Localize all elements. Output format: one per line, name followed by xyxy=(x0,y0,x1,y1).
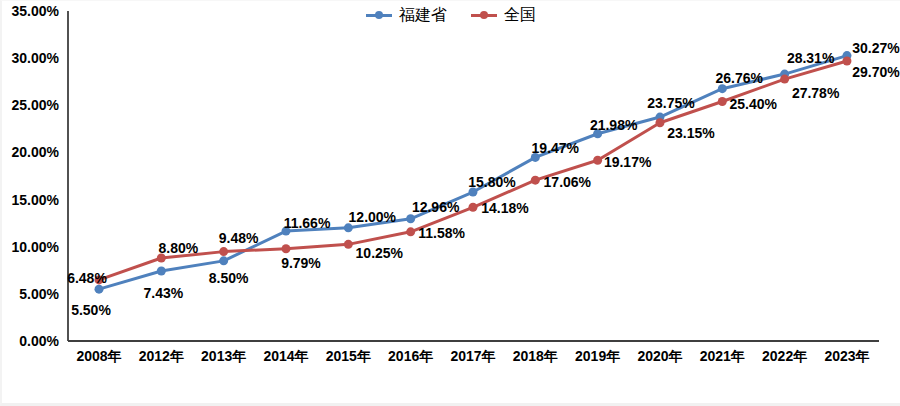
national-data-point xyxy=(406,227,415,236)
x-axis-tick-label: 2017年 xyxy=(450,348,495,364)
y-axis-tick-label: 15.00% xyxy=(12,192,60,208)
fujian-data-point xyxy=(219,256,228,265)
national-data-label: 10.25% xyxy=(356,245,404,261)
x-axis-tick-label: 2012年 xyxy=(139,348,184,364)
national-data-label: 8.80% xyxy=(158,240,198,256)
fujian-data-label: 8.50% xyxy=(209,270,249,286)
national-series-marker-icon xyxy=(480,11,488,19)
fujian-data-label: 30.27% xyxy=(852,40,900,56)
fujian-data-label: 15.80% xyxy=(468,174,516,190)
national-data-label: 23.15% xyxy=(667,125,715,141)
national-series-label: 全国 xyxy=(504,7,536,23)
national-data-label: 9.48% xyxy=(219,230,259,246)
line-chart-figure: 0.00% 5.00% 10.00% 15.00% 20.00% 25.00% 30.00%… xyxy=(0,0,900,406)
national-data-point xyxy=(655,118,664,127)
national-data-label: 27.78% xyxy=(792,85,840,101)
national-data-point xyxy=(593,156,602,165)
fujian-data-label: 23.75% xyxy=(647,95,695,111)
x-axis-tick-label: 2014年 xyxy=(263,348,308,364)
national-data-label: 14.18% xyxy=(481,200,529,216)
y-axis-tick-label: 25.00% xyxy=(12,97,60,113)
national-data-point xyxy=(531,176,540,185)
y-axis-tick-label: 0.00% xyxy=(19,333,59,349)
x-axis-tick-label: 2022年 xyxy=(762,348,807,364)
fujian-data-label: 12.00% xyxy=(349,209,397,225)
fujian-data-label: 28.31% xyxy=(787,50,835,66)
national-data-point xyxy=(281,244,290,253)
fujian-data-label: 26.76% xyxy=(716,70,764,86)
x-axis-tick-label: 2013年 xyxy=(201,348,246,364)
legend-item-fujian: 福建省 xyxy=(366,7,447,23)
x-axis-tick-label: 2008年 xyxy=(76,348,121,364)
y-axis-tick-label: 20.00% xyxy=(12,144,60,160)
fujian-data-label: 19.47% xyxy=(532,140,580,156)
fujian-data-point xyxy=(157,266,166,275)
national-data-label: 29.70% xyxy=(852,64,900,80)
y-axis-tick-label: 5.00% xyxy=(19,286,59,302)
national-data-point xyxy=(780,75,789,84)
fujian-series-marker-icon xyxy=(375,11,383,19)
national-data-point xyxy=(468,203,477,212)
chart-legend: 福建省 全国 xyxy=(2,1,900,29)
fujian-data-label: 5.50% xyxy=(71,302,111,318)
x-axis-tick-label: 2021年 xyxy=(700,348,745,364)
x-axis-tick-label: 2023年 xyxy=(824,348,869,364)
fujian-data-point xyxy=(95,285,104,294)
national-data-point xyxy=(344,240,353,249)
x-axis-tick-label: 2020年 xyxy=(637,348,682,364)
legend-item-national: 全国 xyxy=(471,7,536,23)
national-data-point xyxy=(718,97,727,106)
x-axis-tick-label: 2018年 xyxy=(513,348,558,364)
fujian-data-label: 21.98% xyxy=(590,117,638,133)
x-axis-tick-label: 2016年 xyxy=(388,348,433,364)
fujian-series-label: 福建省 xyxy=(399,7,447,23)
x-axis-tick-label: 2019年 xyxy=(575,348,620,364)
national-data-label: 6.48% xyxy=(67,270,107,286)
national-data-label: 17.06% xyxy=(544,174,592,190)
line-chart-canvas: 0.00% 5.00% 10.00% 15.00% 20.00% 25.00% 30.00%… xyxy=(2,1,900,406)
national-series-swatch-icon xyxy=(471,14,497,17)
fujian-data-label: 12.96% xyxy=(412,199,460,215)
y-axis-tick-label: 10.00% xyxy=(12,239,60,255)
national-data-label: 9.79% xyxy=(281,255,321,271)
x-axis-tick-label: 2015年 xyxy=(326,348,371,364)
fujian-data-label: 11.66% xyxy=(284,215,331,231)
national-series-line xyxy=(99,61,847,280)
fujian-data-label: 7.43% xyxy=(143,285,183,301)
national-data-label: 19.17% xyxy=(604,154,652,170)
fujian-data-point xyxy=(406,214,415,223)
y-axis-tick-label: 30.00% xyxy=(12,50,60,66)
fujian-series-swatch-icon xyxy=(366,14,392,17)
national-data-label: 25.40% xyxy=(730,96,778,112)
national-data-point xyxy=(219,247,228,256)
national-data-label: 11.58% xyxy=(418,225,465,241)
series-national: 6.48% 8.80% 9.48% 9.79% 10.25% 11.58% 14.18% 17… xyxy=(67,56,900,285)
national-data-point xyxy=(842,56,851,65)
